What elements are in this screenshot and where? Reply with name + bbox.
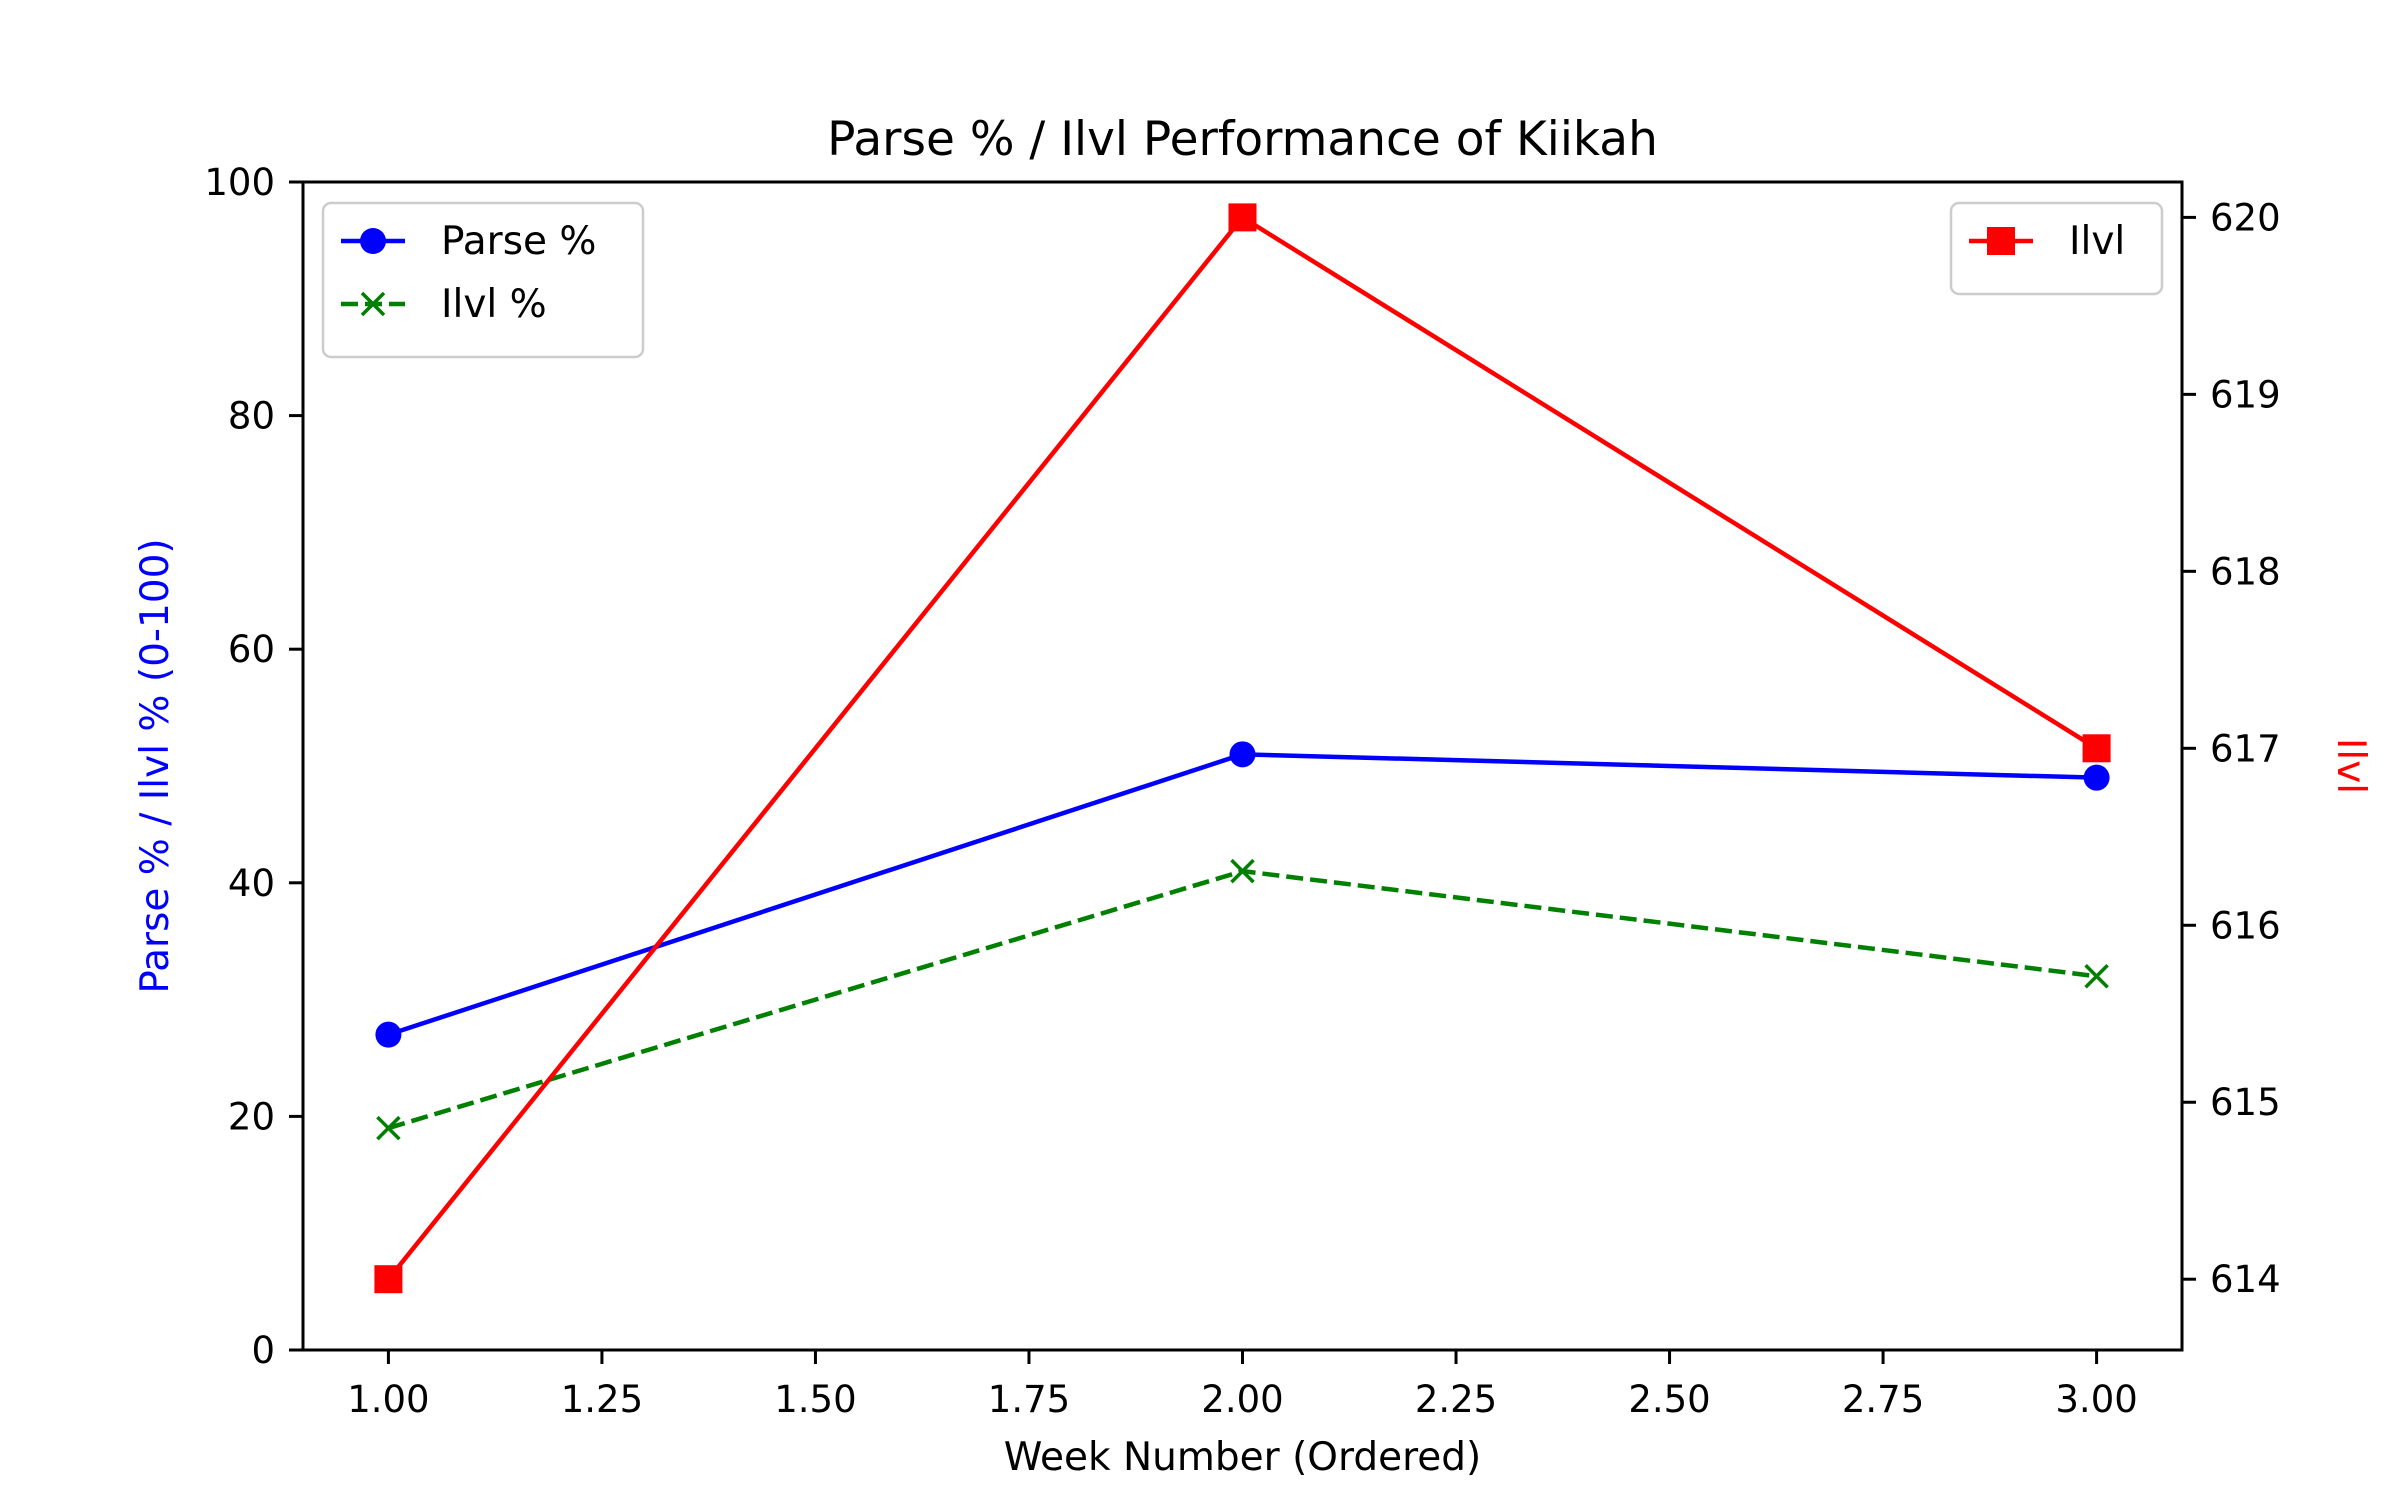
y-tick-label: 0 <box>251 1329 275 1372</box>
data-point <box>2083 764 2110 791</box>
data-point <box>374 1265 403 1294</box>
data-point <box>2084 964 2109 989</box>
y-tick-label: 80 <box>228 395 275 438</box>
legend-entry: Ilvl <box>1969 219 2125 264</box>
y2-axis-label: Ilvl <box>2328 738 2373 794</box>
legend-left: Parse % Ilvl % <box>321 201 645 359</box>
x-marker-stroke <box>1230 858 1255 884</box>
y2-tick-label: 617 <box>2210 727 2281 770</box>
legend-marker <box>1987 227 2015 255</box>
legend-label: Parse % <box>441 219 596 264</box>
legend-frame <box>1949 201 2164 296</box>
x-tick-label: 1.00 <box>347 1378 429 1421</box>
y2-tick-label: 620 <box>2210 196 2281 239</box>
legend-marker <box>360 291 386 317</box>
x-tick-label: 2.75 <box>1842 1378 1924 1421</box>
x-tick-label: 3.00 <box>2055 1378 2137 1421</box>
data-point <box>1228 203 1257 232</box>
legend-label: Ilvl <box>2069 219 2125 264</box>
y-tick-label: 100 <box>204 161 275 204</box>
axes-layer: 1.00 1.25 1.50 1.75 2.00 2.25 2.50 2.75 3.00 0 20 4… <box>204 161 2280 1421</box>
chart-title: Parse % / Ilvl Performance of Kiikah <box>827 112 1658 167</box>
x-tick-label: 1.25 <box>561 1378 643 1421</box>
y2-tick-label: 614 <box>2210 1258 2281 1301</box>
data-point <box>376 1115 401 1141</box>
y-tick-label: 40 <box>228 862 275 905</box>
y2-tick-label: 619 <box>2210 373 2281 416</box>
series-ilvl <box>374 203 2111 1294</box>
data-point <box>2082 734 2111 763</box>
y-tick-label: 20 <box>228 1095 275 1138</box>
series-ilvl <box>376 858 2109 1141</box>
data-point <box>1230 858 1255 884</box>
y2-tick-label: 618 <box>2210 550 2281 593</box>
legend-layer: Parse % Ilvl % Ilvl <box>321 201 2164 359</box>
x-axis-label: Week Number (Ordered) <box>1004 1435 1481 1480</box>
x-tick-label: 2.50 <box>1628 1378 1710 1421</box>
y-tick-label: 60 <box>228 628 275 671</box>
data-point <box>1229 741 1256 768</box>
y2-tick-label: 615 <box>2210 1081 2281 1124</box>
legend-entry: Ilvl % <box>341 282 547 327</box>
y-axis-label: Parse % / Ilvl % (0-100) <box>133 538 178 993</box>
series-layer <box>374 203 2111 1294</box>
legend-marker <box>360 228 386 254</box>
x-tick-label: 2.00 <box>1201 1378 1283 1421</box>
x-marker-stroke <box>2084 964 2109 989</box>
series-parse <box>375 741 2110 1048</box>
legend-label: Ilvl % <box>441 282 547 327</box>
x-marker-stroke <box>376 1115 401 1141</box>
x-marker-stroke <box>360 291 386 317</box>
x-tick-label: 2.25 <box>1415 1378 1497 1421</box>
y2-tick-label: 616 <box>2210 904 2281 947</box>
x-tick-label: 1.75 <box>988 1378 1070 1421</box>
legend-entry: Parse % <box>341 219 596 264</box>
x-tick-label: 1.50 <box>774 1378 856 1421</box>
legend-right: Ilvl <box>1949 201 2164 296</box>
data-point <box>375 1021 402 1048</box>
